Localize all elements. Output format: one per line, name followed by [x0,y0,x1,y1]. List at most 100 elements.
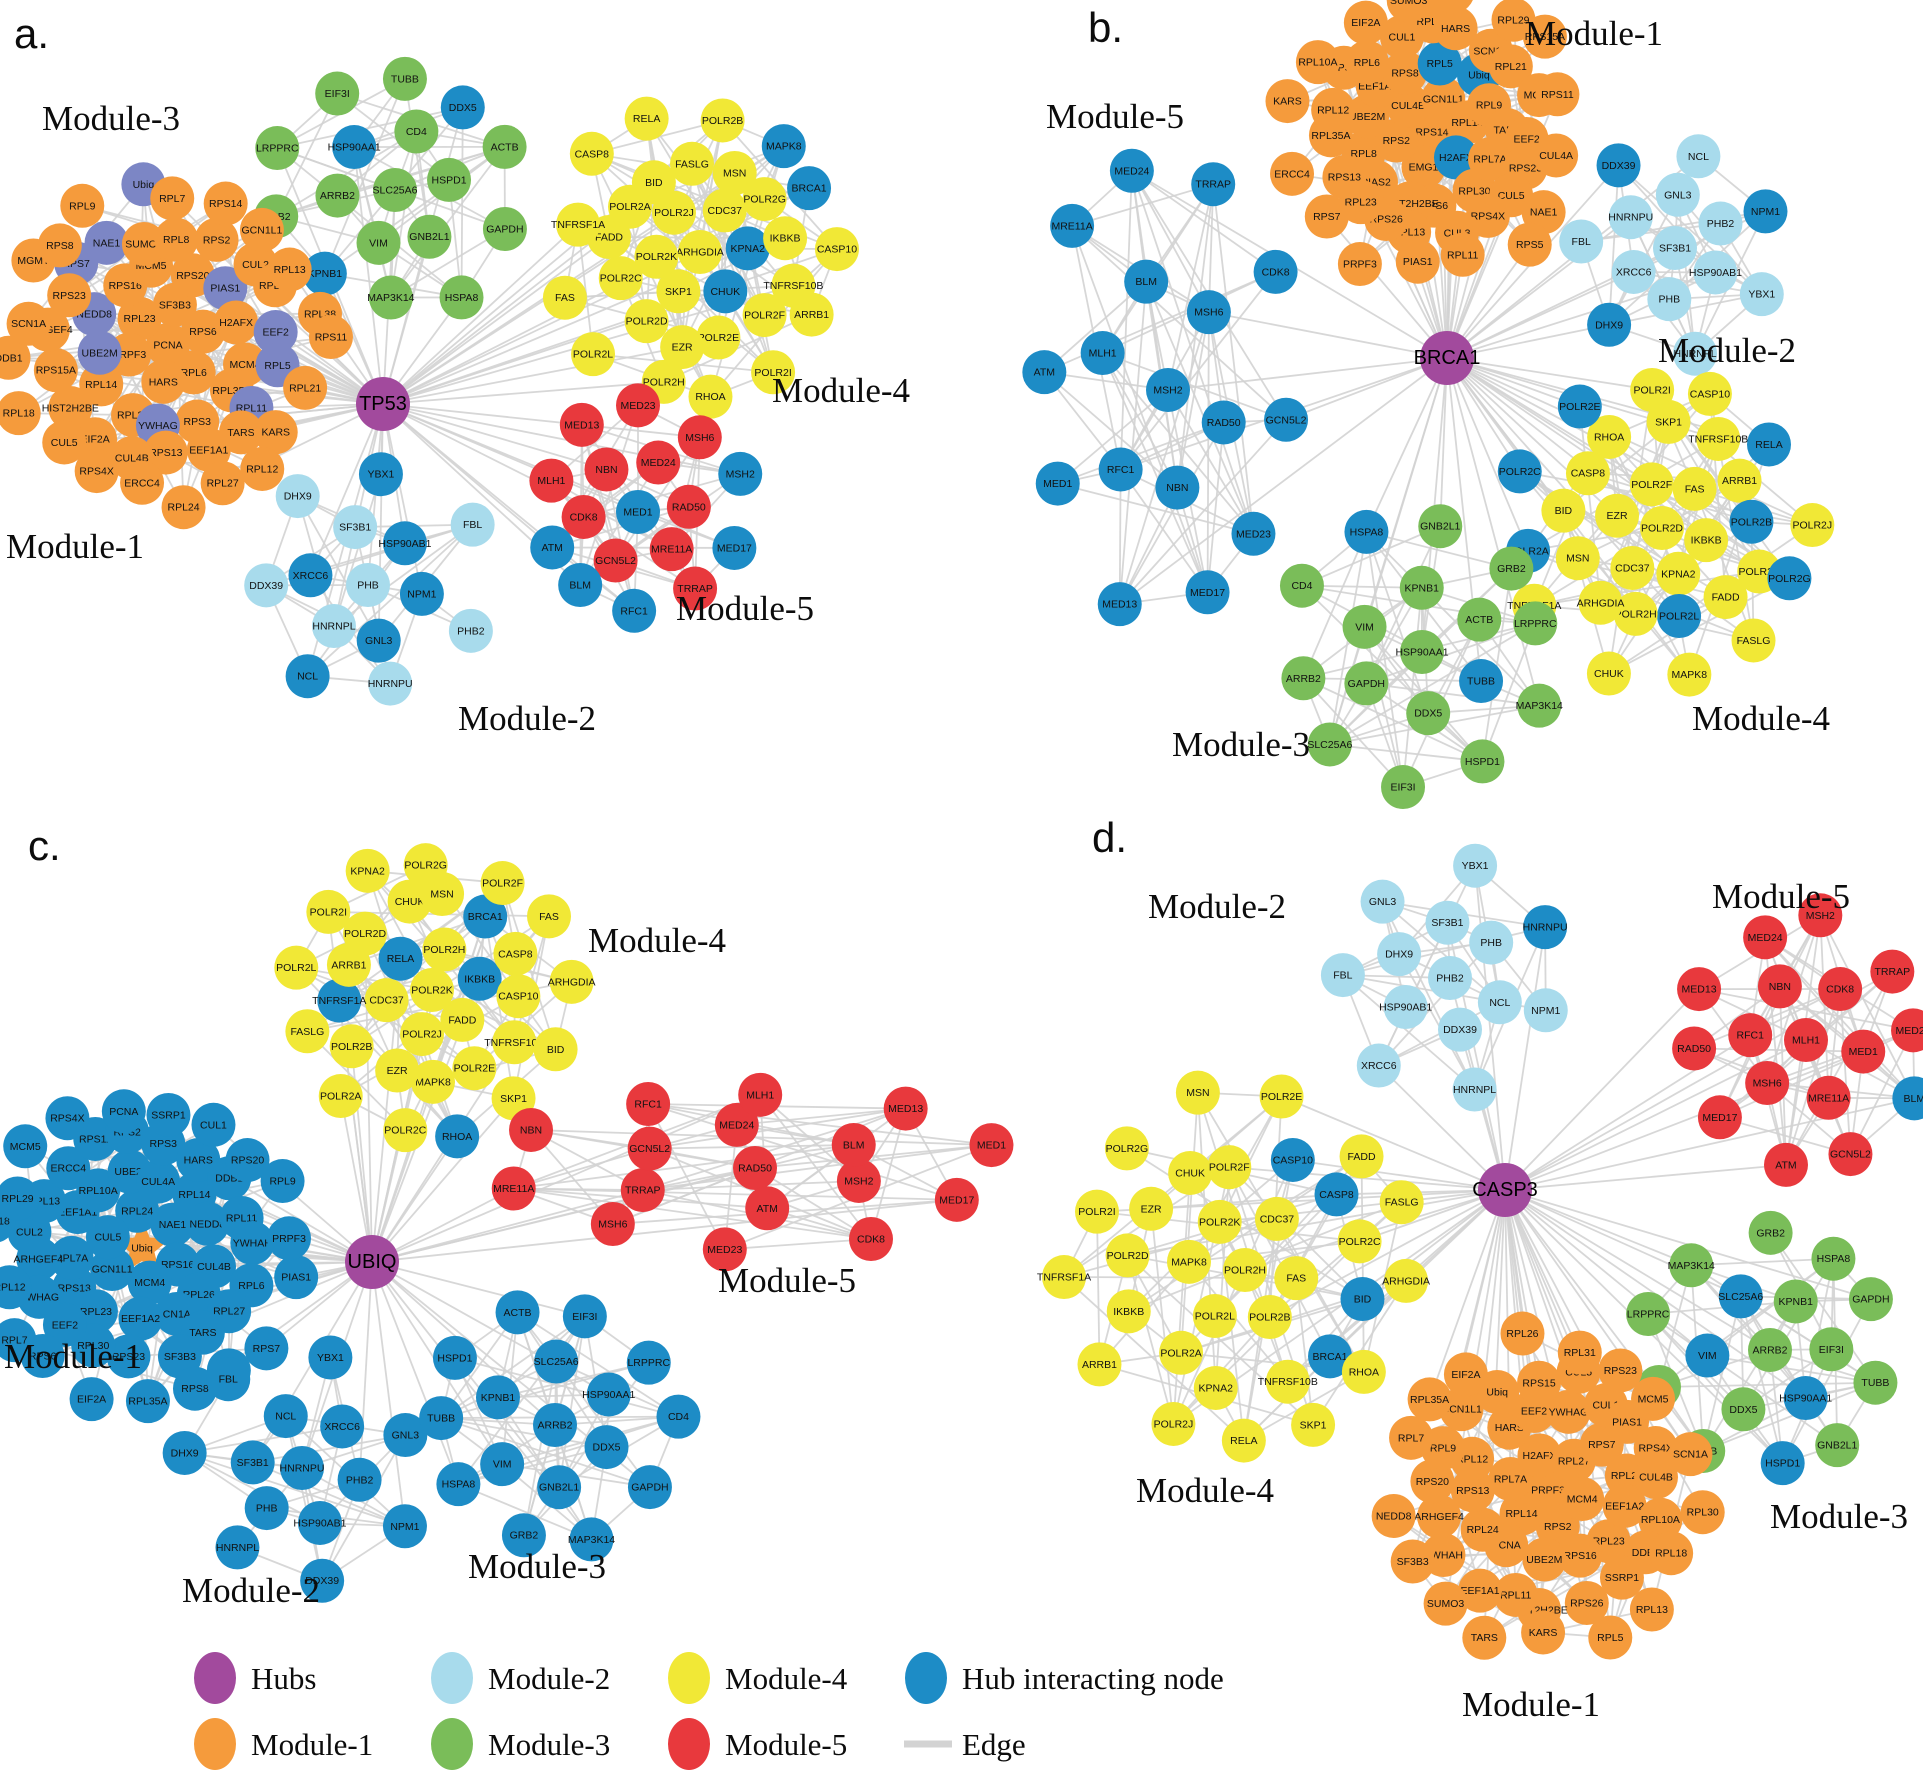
node-LRPPRC[interactable]: LRPPRC [1626,1291,1671,1336]
node-HNRNPU[interactable]: HNRNPU [280,1446,325,1490]
node-MAP3K14[interactable]: MAP3K14 [568,1517,615,1562]
node-RPL9[interactable]: RPL9 [60,183,105,228]
node-KPNA2[interactable]: KPNA2 [725,226,770,271]
node-NAE1[interactable]: NAE1 [84,220,129,265]
node-HNRNPL[interactable]: HNRNPL [215,1525,260,1570]
node-RPL24[interactable]: RPL24 [161,485,206,530]
node-RPS13[interactable]: RPS13 [1450,1468,1495,1513]
hub-UBIQ[interactable]: UBIQ [345,1235,399,1289]
node-MAP3K14[interactable]: MAP3K14 [1516,683,1563,728]
node-RELA[interactable]: RELA [378,936,423,981]
node-RPS11[interactable]: RPS11 [308,315,353,360]
node-FAS[interactable]: FAS [527,894,572,939]
node-IKBKB[interactable]: IKBKB [1106,1289,1151,1334]
node-ERCC4[interactable]: ERCC4 [120,460,165,505]
node-CASP8[interactable]: CASP8 [1314,1172,1359,1217]
node-FASLG[interactable]: FASLG [670,141,715,186]
node-MRE11A[interactable]: MRE11A [649,527,694,572]
node-XRCC6[interactable]: XRCC6 [1356,1043,1401,1088]
node-LRPPRC[interactable]: LRPPRC [1513,601,1558,646]
node-RPL31[interactable]: RPL31 [1557,1330,1602,1375]
node-POLR2F[interactable]: POLR2F [480,861,525,906]
node-EEF2[interactable]: EEF2 [42,1302,87,1347]
node-MRE11A[interactable]: MRE11A [1050,203,1095,248]
node-EEF1A2[interactable]: EEF1A2 [1602,1483,1647,1528]
hub-BRCA1[interactable]: BRCA1 [1414,331,1481,385]
node-BLM[interactable]: BLM [558,563,603,608]
node-ATM[interactable]: ATM [1022,350,1067,395]
node-RPL35A[interactable]: RPL35A [125,1379,170,1424]
node-EIF2A[interactable]: EIF2A [1443,1352,1488,1397]
node-RFC1[interactable]: RFC1 [1728,1013,1773,1058]
node-HSP90AB1[interactable]: HSP90AB1 [1379,984,1432,1029]
node-RPS23[interactable]: RPS23 [106,1334,151,1379]
node-SCN1A[interactable]: SCN1A [6,301,51,346]
node-RPS6[interactable]: RPS6 [181,309,226,354]
node-YBX1[interactable]: YBX1 [308,1335,353,1380]
node-GAPDH[interactable]: GAPDH [627,1465,672,1510]
node-ARHGDIA[interactable]: ARHGDIA [1382,1258,1430,1303]
node-SF3B1[interactable]: SF3B1 [1425,900,1470,945]
node-RHOA[interactable]: RHOA [435,1114,480,1159]
node-PCNA[interactable]: PCNA [101,1089,146,1134]
node-MAPK8[interactable]: MAPK8 [1166,1239,1211,1284]
node-GCN5L2[interactable]: GCN5L2 [627,1126,672,1171]
node-HSPA8[interactable]: HSPA8 [436,1462,481,1507]
node-PHB[interactable]: PHB [1647,277,1692,322]
node-DDX5[interactable]: DDX5 [1721,1387,1766,1432]
node-VIM[interactable]: VIM [356,220,401,265]
node-BID[interactable]: BID [631,160,676,205]
node-MSH2[interactable]: MSH2 [1146,368,1190,412]
node-SCN1A[interactable]: SCN1A [1668,1432,1713,1477]
node-TRRAP[interactable]: TRRAP [673,566,718,611]
node-IKBKB[interactable]: IKBKB [763,216,808,261]
node-RPL24[interactable]: RPL24 [1460,1507,1505,1552]
node-RELA[interactable]: RELA [1221,1418,1266,1463]
node-MED17[interactable]: MED17 [712,525,757,570]
node-GRB2[interactable]: GRB2 [1748,1210,1793,1255]
node-KPNB1[interactable]: KPNB1 [302,251,347,296]
node-GCN5L2[interactable]: GCN5L2 [593,538,638,583]
node-EIF2A[interactable]: EIF2A [1343,0,1388,45]
node-MED17[interactable]: MED17 [1697,1095,1742,1140]
node-RPS2[interactable]: RPS2 [194,217,239,262]
node-GCN5L2[interactable]: GCN5L2 [1828,1132,1873,1177]
node-EIF3I[interactable]: EIF3I [315,71,360,116]
node-VIM[interactable]: VIM [1685,1333,1730,1378]
node-XRCC6[interactable]: XRCC6 [288,553,333,598]
node-POLR2K[interactable]: POLR2K [410,968,454,1012]
node-RPL7A[interactable]: RPL7A [1468,137,1513,182]
node-MED23[interactable]: MED23 [702,1227,747,1272]
node-CASP10[interactable]: CASP10 [1270,1137,1315,1182]
node-H2AFX[interactable]: H2AFX [214,300,259,345]
node-DHX9[interactable]: DHX9 [162,1430,207,1475]
node-HSP90AA1[interactable]: HSP90AA1 [328,125,381,170]
node-MRE11A[interactable]: MRE11A [1806,1075,1851,1120]
node-TUBB[interactable]: TUBB [419,1396,464,1441]
node-GAPDH[interactable]: GAPDH [1344,661,1389,706]
node-DHX9[interactable]: DHX9 [1377,932,1422,977]
node-RPL27[interactable]: RPL27 [200,461,245,506]
node-DDX39[interactable]: DDX39 [1438,1007,1483,1052]
node-LRPPRC[interactable]: LRPPRC [255,126,300,171]
node-TNFRSF10B[interactable]: TNFRSF10B [484,1020,544,1065]
node-RHOA[interactable]: RHOA [1587,414,1632,459]
node-TNFRSF1A[interactable]: TNFRSF1A [551,202,605,247]
node-POLR2F[interactable]: POLR2F [1207,1145,1252,1190]
node-RAD50[interactable]: RAD50 [666,484,711,529]
node-CASP8[interactable]: CASP8 [493,931,538,976]
node-PHB[interactable]: PHB [346,563,390,607]
node-RPS13[interactable]: RPS13 [143,430,188,475]
node-HARS[interactable]: HARS [1433,6,1478,51]
node-EEF1A1[interactable]: EEF1A1 [1458,1568,1503,1613]
node-POLR2G[interactable]: POLR2G [1104,1126,1149,1171]
node-MLH1[interactable]: MLH1 [1784,1018,1828,1062]
node-CD4[interactable]: CD4 [1279,563,1324,608]
node-PHB2[interactable]: PHB2 [448,608,493,653]
node-TNFRSF10B[interactable]: TNFRSF10B [1258,1359,1318,1404]
node-KARS[interactable]: KARS [1265,79,1310,124]
node-RPL23[interactable]: RPL23 [117,296,162,341]
node-NCL[interactable]: NCL [263,1394,308,1439]
node-ARHGDIA[interactable]: ARHGDIA [548,959,596,1004]
node-RPS23[interactable]: RPS23 [1598,1348,1643,1393]
